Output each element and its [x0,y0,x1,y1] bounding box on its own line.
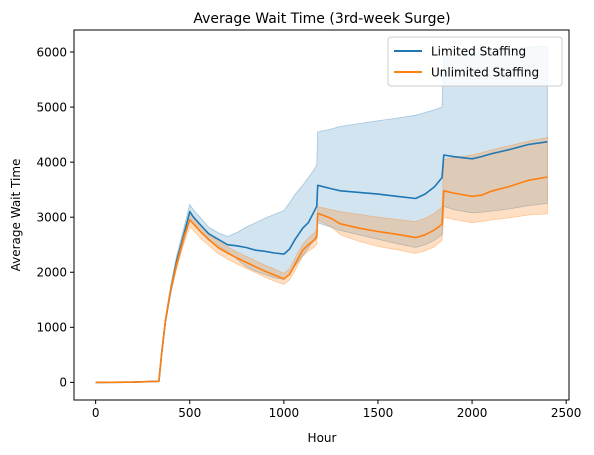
lines-layer [95,141,548,384]
band-unlimited-staffing [95,136,548,383]
plot-frame [73,29,570,401]
x-tick-label: 1500 [363,406,394,420]
series-line-limited-staffing [95,141,548,384]
y-tick-label: 1000 [36,321,67,335]
x-tick-label: 2000 [457,406,488,420]
legend-box [387,36,563,87]
x-axis-label: Hour [308,431,337,445]
x-tick-label: 2500 [551,406,582,420]
legend-label-unlimited-staffing: Unlimited Staffing [431,66,539,80]
x-axis: 0 500 1000 1500 2000 2500 [92,400,582,420]
x-tick-label: 0 [92,406,100,420]
y-tick-label: 0 [59,376,67,390]
legend-label-limited-staffing: Limited Staffing [431,45,526,59]
x-tick-label: 1000 [269,406,300,420]
y-tick-label: 5000 [36,100,67,114]
y-tick-label: 4000 [36,155,67,169]
series-line-unlimited-staffing [95,176,548,384]
y-tick-label: 3000 [36,211,67,225]
y-tick-label: 6000 [36,45,67,59]
legend: Limited Staffing Unlimited Staffing [387,36,563,87]
y-axis-label: Average Wait Time [9,159,23,272]
x-tick-label: 500 [178,406,201,420]
y-axis: 0 1000 2000 3000 4000 5000 6000 [36,45,74,390]
y-tick-label: 2000 [36,266,67,280]
chart-title: Average Wait Time (3rd-week Surge) [193,11,450,27]
